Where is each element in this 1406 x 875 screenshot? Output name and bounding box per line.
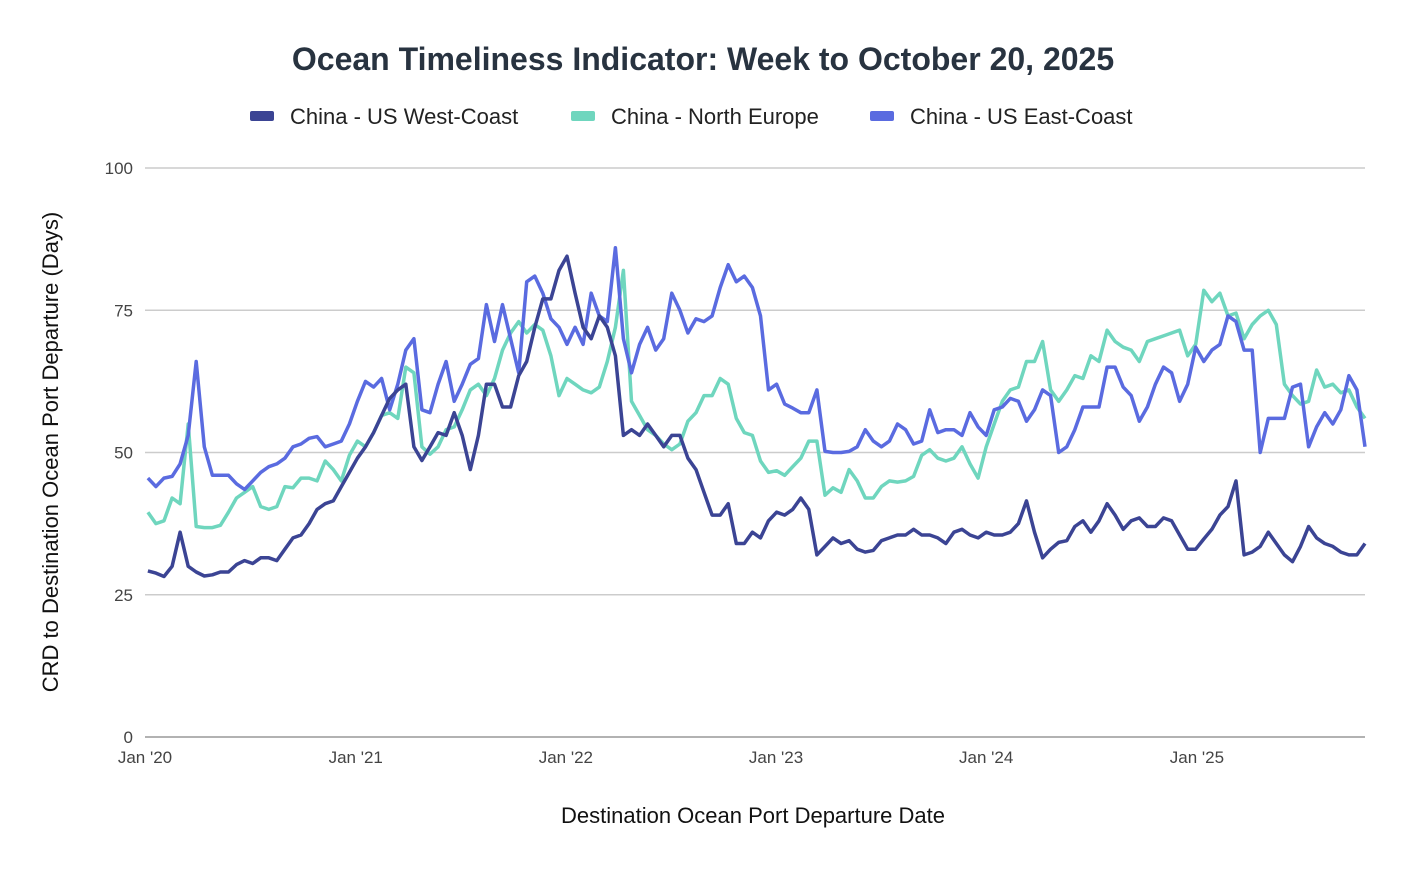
legend-swatch-west-coast: [250, 111, 274, 121]
x-axis-ticks: Jan '20 Jan '21 Jan '22 Jan '23 Jan '24 Jan '…: [118, 748, 1224, 767]
legend-item-east-coast[interactable]: China - US East-Coast: [870, 104, 1133, 129]
series-lines: [146, 245, 1367, 579]
series-line-north-europe: [146, 268, 1367, 530]
chart-title: Ocean Timeliness Indicator: Week to Octo…: [292, 41, 1114, 77]
legend: China - US West-Coast China - North Euro…: [250, 104, 1133, 129]
x-tick-label: Jan '22: [539, 748, 593, 767]
x-tick-label: Jan '24: [959, 748, 1013, 767]
gridlines: [145, 167, 1365, 738]
series-line-east-coast: [146, 245, 1367, 492]
legend-item-west-coast[interactable]: China - US West-Coast: [250, 104, 518, 129]
y-tick-label: 25: [114, 586, 133, 605]
y-tick-label: 75: [114, 301, 133, 320]
y-tick-label: 0: [124, 728, 133, 747]
y-axis-ticks: 0 25 50 75 100: [105, 159, 133, 747]
y-tick-label: 50: [114, 444, 133, 463]
legend-swatch-north-europe: [571, 111, 595, 121]
y-axis-title: CRD to Destination Ocean Port Departure …: [38, 212, 63, 693]
x-tick-label: Jan '25: [1170, 748, 1224, 767]
legend-label-east-coast: China - US East-Coast: [910, 104, 1133, 129]
x-axis-title: Destination Ocean Port Departure Date: [561, 803, 945, 828]
y-tick-label: 100: [105, 159, 133, 178]
x-tick-label: Jan '23: [749, 748, 803, 767]
x-tick-label: Jan '20: [118, 748, 172, 767]
legend-item-north-europe[interactable]: China - North Europe: [571, 104, 819, 129]
series-line-west-coast: [147, 254, 1367, 579]
legend-swatch-east-coast: [870, 111, 894, 121]
legend-label-west-coast: China - US West-Coast: [290, 104, 518, 129]
legend-label-north-europe: China - North Europe: [611, 104, 819, 129]
x-tick-label: Jan '21: [329, 748, 383, 767]
